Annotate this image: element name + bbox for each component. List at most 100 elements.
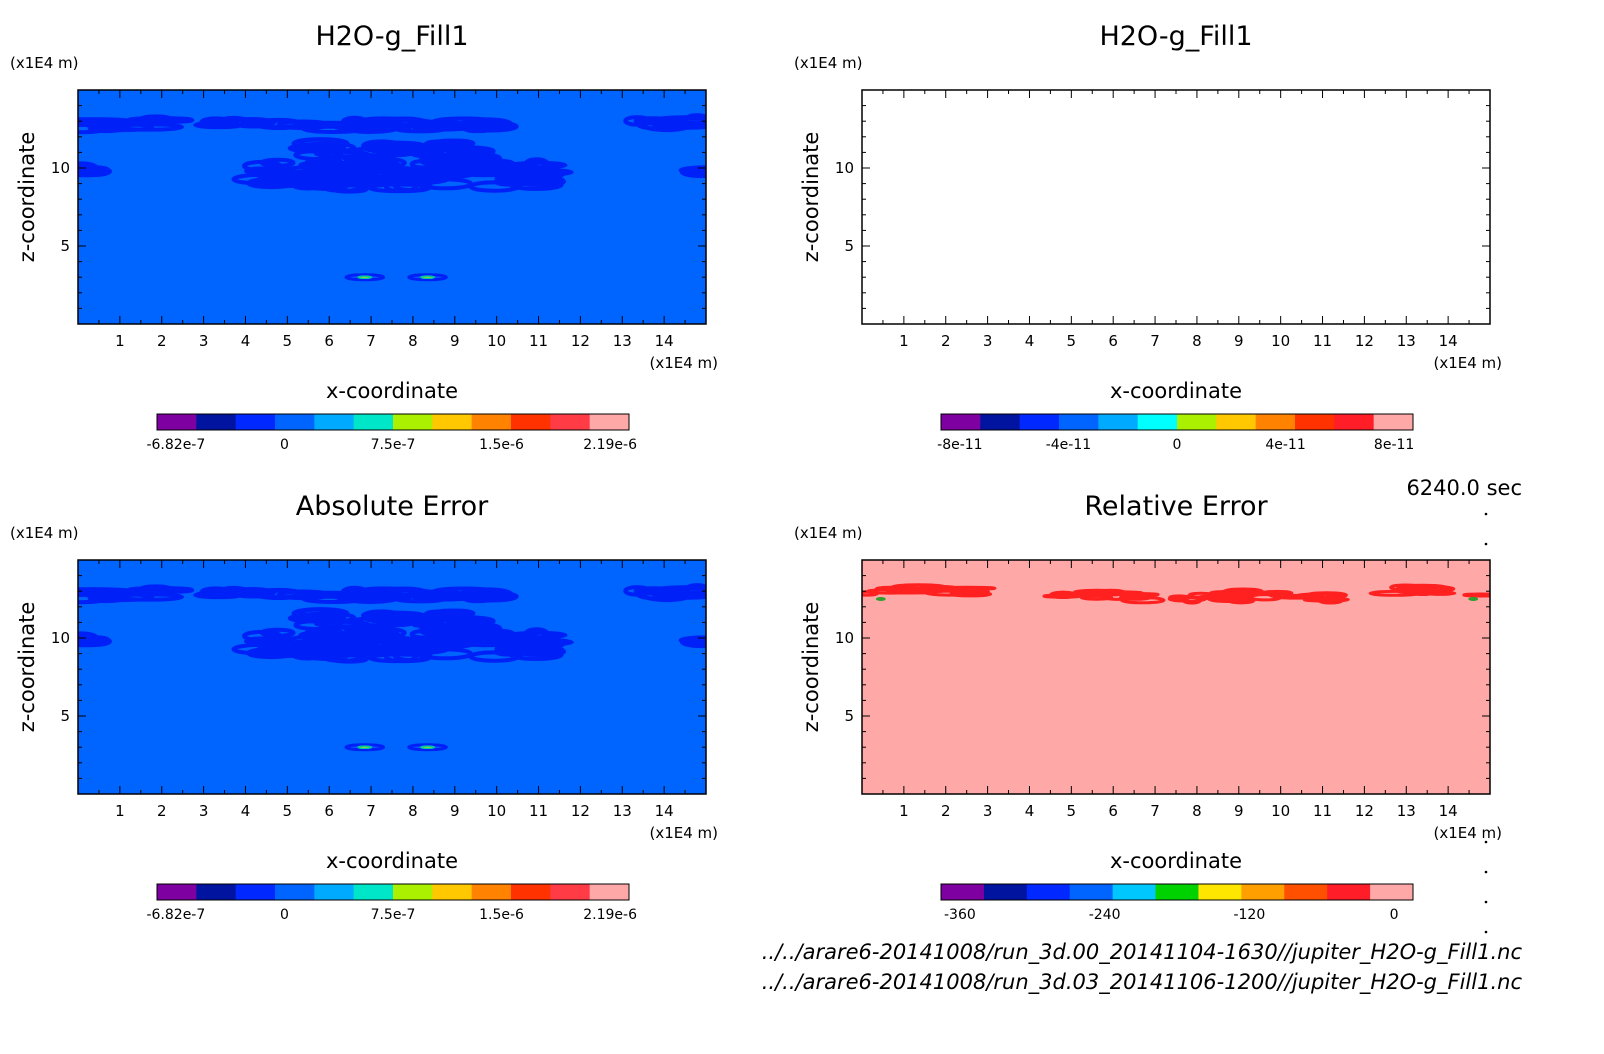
colorbar-swatch bbox=[1216, 414, 1257, 430]
spot-core bbox=[357, 275, 373, 280]
x-tick-label: 11 bbox=[1313, 802, 1332, 820]
x-tick-label: 12 bbox=[571, 332, 590, 350]
colorbar-swatch bbox=[1241, 884, 1285, 900]
colorbar: -6.82e-7 0 7.5e-7 1.5e-6 2.19e-6 bbox=[146, 883, 637, 923]
colorbar-swatch bbox=[550, 414, 591, 430]
contour-line bbox=[345, 592, 376, 602]
contour-line bbox=[87, 592, 155, 603]
plot-area bbox=[862, 90, 1490, 324]
x-tick-label: 4 bbox=[241, 802, 251, 820]
colorbar-swatch bbox=[471, 884, 512, 900]
contour-line bbox=[333, 638, 371, 653]
contour-line bbox=[355, 637, 418, 652]
colorbar-label: 0 bbox=[1173, 437, 1182, 453]
spot-green bbox=[875, 597, 886, 601]
colorbar-label: -120 bbox=[1233, 907, 1265, 923]
contour-pattern bbox=[78, 583, 706, 752]
z-axis-label: z-coordinate bbox=[15, 602, 39, 733]
x-tick-label: 7 bbox=[366, 332, 376, 350]
colorbar-swatch bbox=[471, 414, 512, 430]
colorbar-swatch bbox=[1334, 414, 1375, 430]
x-tick-label: 6 bbox=[1108, 802, 1118, 820]
z-tick-label: 10 bbox=[51, 629, 70, 647]
contour-line bbox=[1462, 592, 1490, 598]
contour-line bbox=[287, 613, 347, 624]
contour-line bbox=[427, 614, 496, 628]
colorbar-label: -240 bbox=[1089, 907, 1121, 923]
colorbar-swatch bbox=[353, 414, 394, 430]
colorbar-swatch bbox=[589, 884, 630, 900]
contour-line bbox=[355, 167, 418, 182]
colorbar-swatch bbox=[1155, 884, 1199, 900]
contour-line bbox=[1084, 590, 1144, 596]
colorbar-swatch bbox=[1198, 884, 1242, 900]
margin-dot bbox=[1484, 840, 1488, 844]
x-tick-label: 2 bbox=[941, 332, 951, 350]
colorbar-swatch bbox=[1370, 884, 1414, 900]
x-axis-label: x-coordinate bbox=[1110, 849, 1242, 873]
x-tick-label: 5 bbox=[1067, 332, 1077, 350]
z-tick-label: 5 bbox=[844, 237, 854, 255]
x-tick-label: 5 bbox=[1067, 802, 1077, 820]
x-tick-label: 13 bbox=[613, 802, 632, 820]
colorbar-swatch bbox=[235, 414, 276, 430]
x-tick-label: 9 bbox=[450, 802, 460, 820]
colorbar-swatch bbox=[275, 884, 315, 900]
contour-line bbox=[949, 588, 991, 595]
contour-line bbox=[256, 645, 298, 656]
z-tick-label: 10 bbox=[835, 159, 854, 177]
x-tick-label: 13 bbox=[1397, 332, 1416, 350]
x-tick-label: 6 bbox=[1108, 332, 1118, 350]
x-tick-label: 3 bbox=[199, 332, 209, 350]
contour-line bbox=[345, 122, 376, 132]
contour-line bbox=[259, 157, 296, 168]
contour-line bbox=[472, 628, 516, 640]
colorbar-label: -360 bbox=[944, 907, 976, 923]
colorbar-swatch bbox=[432, 414, 473, 430]
x-unit-label: (x1E4 m) bbox=[649, 354, 718, 372]
panel-title: H2O-g_Fill1 bbox=[315, 21, 468, 52]
colorbar-swatch bbox=[941, 414, 981, 430]
colorbar-label: -6.82e-7 bbox=[146, 437, 205, 453]
contour-line bbox=[409, 629, 439, 640]
colorbar-swatch bbox=[1373, 414, 1414, 430]
spot-core bbox=[420, 275, 436, 280]
x-tick-label: 11 bbox=[1313, 332, 1332, 350]
margin-dot bbox=[1484, 542, 1488, 546]
contour-line bbox=[204, 588, 240, 598]
z-unit-label: (x1E4 m) bbox=[10, 524, 79, 542]
colorbar-swatch bbox=[1327, 884, 1371, 900]
z-unit-label: (x1E4 m) bbox=[794, 54, 863, 72]
x-tick-label: 2 bbox=[941, 802, 951, 820]
contour-line bbox=[1079, 594, 1114, 601]
contour-line bbox=[333, 168, 371, 183]
x-tick-label: 1 bbox=[899, 332, 909, 350]
contour-line bbox=[623, 115, 651, 127]
x-tick-label: 14 bbox=[655, 802, 674, 820]
x-tick-label: 9 bbox=[1234, 332, 1244, 350]
x-tick-label: 7 bbox=[1150, 802, 1160, 820]
colorbar-label: 0 bbox=[280, 437, 289, 453]
contour-line bbox=[1368, 589, 1422, 597]
x-tick-label: 14 bbox=[1439, 802, 1458, 820]
margin-dot bbox=[1484, 512, 1488, 516]
file-path-2: ../../arare6-20141008/run_3d.03_20141106… bbox=[761, 970, 1522, 994]
contour-line bbox=[134, 586, 176, 595]
x-tick-label: 4 bbox=[1025, 332, 1035, 350]
z-axis-label: z-coordinate bbox=[15, 132, 39, 263]
colorbar-label: 1.5e-6 bbox=[479, 437, 524, 453]
colorbar-label: 8e-11 bbox=[1374, 437, 1414, 453]
colorbar-swatch bbox=[314, 884, 355, 900]
colorbar-swatch bbox=[196, 884, 237, 900]
colorbar-swatch bbox=[393, 884, 433, 900]
contour-pattern bbox=[862, 583, 1490, 605]
x-tick-label: 2 bbox=[157, 332, 167, 350]
colorbar-label: 1.5e-6 bbox=[479, 907, 524, 923]
x-axis-label: x-coordinate bbox=[1110, 379, 1242, 403]
x-tick-label: 6 bbox=[324, 332, 334, 350]
colorbar-swatch bbox=[1295, 414, 1335, 430]
colorbar-label: -8e-11 bbox=[937, 437, 982, 453]
colorbar-swatch bbox=[314, 414, 355, 430]
contour-line bbox=[328, 160, 395, 171]
colorbar-label: -4e-11 bbox=[1046, 437, 1091, 453]
